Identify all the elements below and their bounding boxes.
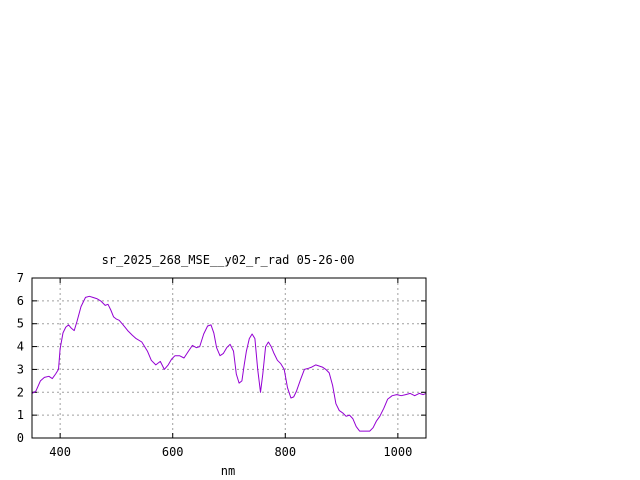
axes: 0 1 2 3 4 5 6 7 400 600 800 1000 bbox=[17, 271, 426, 459]
x-tick-label: 600 bbox=[162, 445, 184, 459]
grid bbox=[32, 278, 426, 438]
series-layer bbox=[31, 295, 427, 432]
y-tick-label: 5 bbox=[17, 317, 24, 331]
x-tick-label: 1000 bbox=[383, 445, 412, 459]
x-axis-label: nm bbox=[221, 464, 235, 478]
x-tick-label: 400 bbox=[49, 445, 71, 459]
y-tick-label: 3 bbox=[17, 362, 24, 376]
y-tick-label: 1 bbox=[17, 408, 24, 422]
y-tick-label: 7 bbox=[17, 271, 24, 285]
x-tick-label: 800 bbox=[274, 445, 296, 459]
y-tick-label: 6 bbox=[17, 294, 24, 308]
y-tick-label: 4 bbox=[17, 340, 24, 354]
series-line bbox=[31, 295, 427, 432]
y-tick-label: 2 bbox=[17, 385, 24, 399]
chart-title: sr_2025_268_MSE__y02_r_rad 05-26-00 bbox=[102, 253, 355, 267]
plot-frame bbox=[31, 277, 427, 439]
y-tick-label: 0 bbox=[17, 431, 24, 445]
